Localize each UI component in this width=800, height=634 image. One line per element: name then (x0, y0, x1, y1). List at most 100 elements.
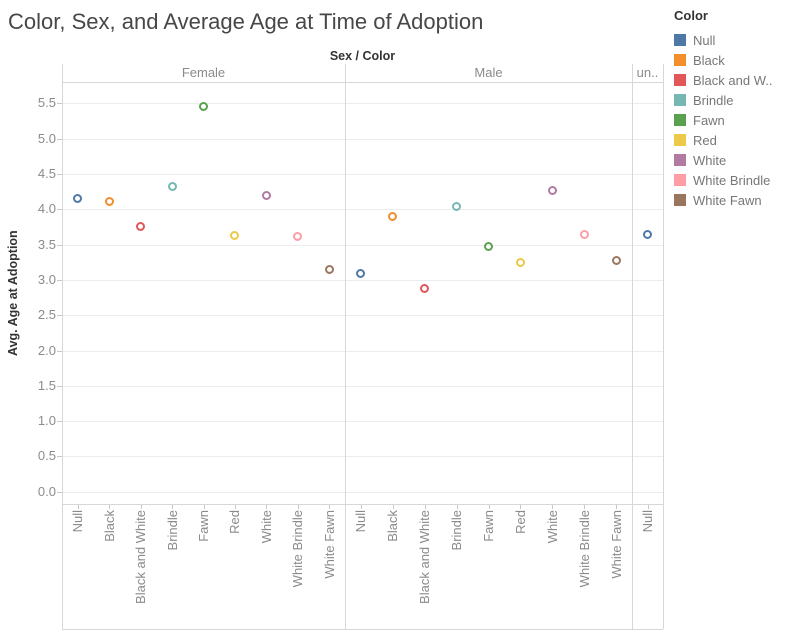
data-point-female-black[interactable] (104, 197, 114, 207)
legend-item-black-and-w--[interactable]: Black and W.. (674, 70, 798, 90)
panel-header-male: Male (474, 65, 503, 80)
y-tick-label: 5.0 (37, 130, 56, 146)
y-gridline (62, 279, 663, 281)
legend-swatch-icon (674, 134, 686, 146)
y-axis-tick (57, 491, 62, 493)
data-point-un-null[interactable] (643, 230, 652, 240)
panel-border (345, 64, 346, 629)
legend-item-label: Black and W.. (693, 72, 773, 88)
legend-swatch-icon (674, 54, 686, 66)
legend-item-label: Red (693, 132, 717, 148)
y-gridline (62, 385, 663, 387)
legend-item-label: White (693, 152, 727, 168)
data-point-female-null[interactable] (73, 193, 83, 203)
legend-item-brindle[interactable]: Brindle (674, 90, 798, 110)
y-tick-label: 3.0 (37, 271, 56, 287)
legend-item-fawn[interactable]: Fawn (674, 110, 798, 130)
data-point-male-white-brindle[interactable] (579, 230, 589, 240)
data-point-male-fawn[interactable] (484, 241, 493, 251)
legend-item-label: Null (693, 32, 716, 48)
x-axis-tick (647, 504, 649, 509)
plot-top-border (62, 82, 663, 83)
color-legend: Color Null Black Black and W.. Brindle Fawn R… (674, 8, 798, 210)
panel-border (632, 64, 633, 629)
x-category-label: White Fawn (321, 510, 337, 579)
x-category-label: Black and White (133, 510, 149, 604)
y-axis-tick (57, 244, 62, 246)
column-field-header: Sex / Color (329, 49, 396, 63)
legend-item-red[interactable]: Red (674, 130, 798, 150)
panel-border (62, 64, 63, 629)
x-category-label: Black (101, 510, 117, 542)
data-point-female-red[interactable] (230, 230, 240, 240)
y-axis-tick (57, 315, 62, 317)
legend-item-null[interactable]: Null (674, 30, 798, 50)
legend-swatch-icon (674, 174, 686, 186)
legend-swatch-icon (674, 114, 686, 126)
x-category-label: Null (353, 510, 369, 533)
data-point-male-white[interactable] (547, 186, 557, 196)
legend-item-white-fawn[interactable]: White Fawn (674, 190, 798, 210)
x-axis-tick (329, 504, 331, 509)
legend-swatch-icon (674, 194, 686, 206)
data-point-male-brindle[interactable] (452, 201, 462, 211)
y-axis-tick (57, 279, 62, 281)
y-tick-label: 0.0 (37, 483, 56, 499)
data-point-female-white[interactable] (261, 191, 271, 201)
y-tick-label: 0.5 (37, 448, 56, 464)
x-category-label: Brindle (164, 510, 180, 551)
data-point-female-white-brindle[interactable] (293, 232, 303, 242)
plot-right-border (663, 64, 664, 629)
x-axis-tick (488, 504, 490, 509)
data-point-female-black-and-white[interactable] (136, 222, 146, 232)
y-gridline (62, 491, 663, 493)
legend-title: Color (674, 8, 708, 23)
y-axis-tick (57, 209, 62, 211)
y-tick-label: 4.0 (37, 201, 56, 217)
x-axis-line (62, 504, 663, 505)
data-point-male-red[interactable] (515, 257, 525, 267)
legend-item-label: Black (693, 52, 725, 68)
data-point-female-fawn[interactable] (199, 102, 208, 112)
panel-header-female: Female (181, 65, 226, 80)
data-point-male-null[interactable] (356, 269, 366, 279)
x-category-label: White Brindle (576, 510, 592, 588)
x-axis-tick (520, 504, 522, 509)
x-category-label: Black and White (417, 510, 433, 604)
x-axis-tick (172, 504, 174, 509)
x-category-label: White (258, 510, 274, 544)
x-category-label: Red (227, 510, 243, 534)
legend-item-black[interactable]: Black (674, 50, 798, 70)
y-tick-label: 2.5 (37, 307, 56, 323)
x-category-label: Fawn (196, 510, 211, 542)
x-axis-tick (456, 504, 458, 509)
y-tick-label: 1.0 (37, 413, 56, 429)
x-axis-tick (266, 504, 268, 509)
x-axis-tick (203, 504, 205, 509)
y-axis-tick (57, 456, 62, 458)
data-point-male-white-fawn[interactable] (611, 255, 621, 265)
data-point-male-black[interactable] (388, 211, 398, 221)
legend-item-label: White Fawn (693, 192, 762, 208)
y-gridline (62, 456, 663, 458)
legend-item-label: Brindle (693, 92, 734, 108)
x-axis-tick (616, 504, 618, 509)
label-area-bottom-border (62, 629, 663, 630)
legend-item-white-brindle[interactable]: White Brindle (674, 170, 798, 190)
legend-swatch-icon (674, 154, 686, 166)
x-category-label: Null (70, 510, 86, 533)
legend-item-white[interactable]: White (674, 150, 798, 170)
y-gridline (62, 138, 663, 140)
panel-header-un: un.. (636, 65, 659, 80)
x-category-label: White Fawn (608, 510, 624, 579)
y-tick-label: 1.5 (37, 377, 56, 393)
x-axis-tick (552, 504, 554, 509)
y-tick-label: 3.5 (37, 236, 56, 252)
legend-swatch-icon (674, 94, 686, 106)
data-point-male-black-and-white[interactable] (420, 283, 430, 293)
x-axis-tick (392, 504, 394, 509)
y-tick-label: 5.5 (37, 95, 56, 111)
data-point-female-white-fawn[interactable] (324, 264, 334, 274)
data-point-female-brindle[interactable] (167, 182, 177, 192)
y-tick-label: 4.5 (37, 166, 56, 181)
